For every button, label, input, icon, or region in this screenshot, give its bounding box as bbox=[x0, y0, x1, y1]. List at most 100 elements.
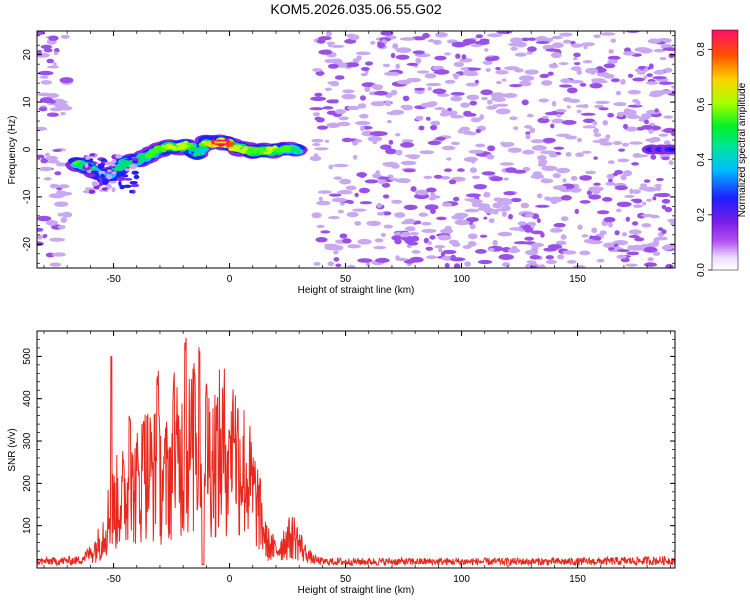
chart-title: KOM5.2026.035.06.55.G02 bbox=[270, 1, 441, 17]
noise-blob bbox=[509, 116, 518, 121]
colorbar-segment bbox=[712, 128, 738, 131]
noise-blob bbox=[569, 80, 584, 84]
track-cell bbox=[105, 174, 113, 180]
noise-blob bbox=[360, 67, 370, 71]
noise-blob bbox=[618, 148, 626, 152]
noise-blob bbox=[367, 135, 383, 142]
noise-blob bbox=[353, 154, 358, 160]
noise-blob bbox=[552, 185, 567, 191]
noise-blob bbox=[486, 33, 503, 38]
noise-blob bbox=[581, 42, 595, 47]
noise-blob bbox=[504, 142, 515, 147]
colorbar-segment bbox=[712, 76, 738, 79]
noise-blob bbox=[37, 215, 52, 222]
noise-blob bbox=[566, 260, 577, 264]
noise-blob bbox=[499, 162, 514, 166]
track-cell bbox=[185, 142, 194, 146]
noise-blob bbox=[382, 194, 390, 199]
colorbar-segment bbox=[712, 54, 738, 57]
colorbar-segment bbox=[712, 112, 738, 115]
x-tick-label: 50 bbox=[340, 574, 352, 585]
noise-blob bbox=[357, 238, 372, 245]
noise-blob bbox=[342, 238, 352, 244]
noise-blob bbox=[468, 149, 484, 154]
noise-blob bbox=[335, 263, 342, 268]
colorbar-segment bbox=[712, 160, 738, 163]
noise-blob bbox=[537, 193, 543, 199]
noise-blob bbox=[526, 113, 534, 118]
noise-blob bbox=[400, 142, 415, 148]
noise-blob bbox=[327, 216, 340, 220]
noise-blob bbox=[503, 93, 515, 98]
y-tick-label: 100 bbox=[22, 517, 33, 534]
x-tick-label: 100 bbox=[453, 574, 470, 585]
noise-blob bbox=[447, 107, 452, 112]
track-cell bbox=[98, 170, 106, 175]
noise-blob bbox=[620, 78, 626, 85]
noise-blob bbox=[538, 98, 550, 103]
noise-blob bbox=[437, 93, 450, 97]
x-tick-label: 0 bbox=[227, 574, 233, 585]
noise-blob bbox=[633, 198, 643, 204]
noise-blob bbox=[37, 49, 42, 55]
noise-blob bbox=[422, 32, 430, 39]
colorbar-segment bbox=[712, 170, 738, 173]
track-cell bbox=[233, 144, 243, 149]
noise-blob bbox=[46, 58, 54, 64]
noise-blob bbox=[510, 46, 518, 51]
noise-blob bbox=[654, 69, 665, 75]
noise-blob bbox=[664, 67, 673, 73]
noise-blob bbox=[433, 174, 443, 179]
noise-blob bbox=[423, 175, 433, 179]
noise-blob bbox=[353, 139, 363, 143]
noise-blob bbox=[388, 139, 394, 145]
noise-blob bbox=[550, 200, 558, 204]
track-cell bbox=[115, 166, 124, 171]
noise-blob bbox=[550, 123, 555, 129]
noise-blob bbox=[598, 107, 609, 111]
noise-blob bbox=[582, 125, 597, 129]
noise-blob bbox=[480, 89, 493, 96]
noise-blob bbox=[469, 100, 478, 106]
noise-blob bbox=[596, 258, 605, 263]
noise-blob bbox=[427, 39, 436, 43]
noise-blob bbox=[538, 264, 546, 268]
noise-blob bbox=[593, 156, 598, 160]
noise-blob bbox=[492, 97, 506, 102]
noise-blob bbox=[566, 105, 571, 109]
noise-blob bbox=[517, 221, 527, 226]
noise-blob bbox=[603, 73, 615, 79]
noise-blob bbox=[330, 80, 340, 87]
noise-blob bbox=[49, 262, 62, 267]
noise-blob bbox=[344, 62, 360, 68]
track-cell bbox=[84, 163, 89, 168]
noise-blob bbox=[552, 42, 564, 49]
colorbar-segment bbox=[712, 176, 738, 179]
noise-blob bbox=[317, 190, 332, 194]
noise-blob bbox=[483, 216, 488, 220]
noise-blob bbox=[320, 230, 331, 234]
noise-blob bbox=[570, 175, 578, 181]
noise-blob bbox=[406, 62, 419, 66]
noise-blob bbox=[599, 141, 613, 146]
noise-blob bbox=[45, 152, 50, 157]
colorbar-segment bbox=[712, 154, 738, 157]
x-tick-label: -50 bbox=[106, 574, 121, 585]
noise-blob bbox=[654, 108, 659, 113]
track-cell bbox=[130, 183, 140, 188]
noise-blob bbox=[472, 202, 483, 206]
noise-blob bbox=[326, 99, 339, 104]
track-cell bbox=[197, 146, 205, 150]
noise-blob bbox=[548, 63, 559, 69]
noise-blob bbox=[575, 104, 589, 108]
noise-blob bbox=[582, 150, 592, 154]
noise-blob bbox=[454, 219, 471, 226]
noise-blob bbox=[49, 107, 64, 112]
noise-blob bbox=[606, 173, 615, 180]
noise-blob bbox=[371, 84, 380, 89]
noise-blob bbox=[311, 212, 322, 219]
noise-blob bbox=[328, 164, 334, 170]
noise-blob bbox=[390, 89, 398, 96]
noise-blob bbox=[352, 208, 367, 212]
